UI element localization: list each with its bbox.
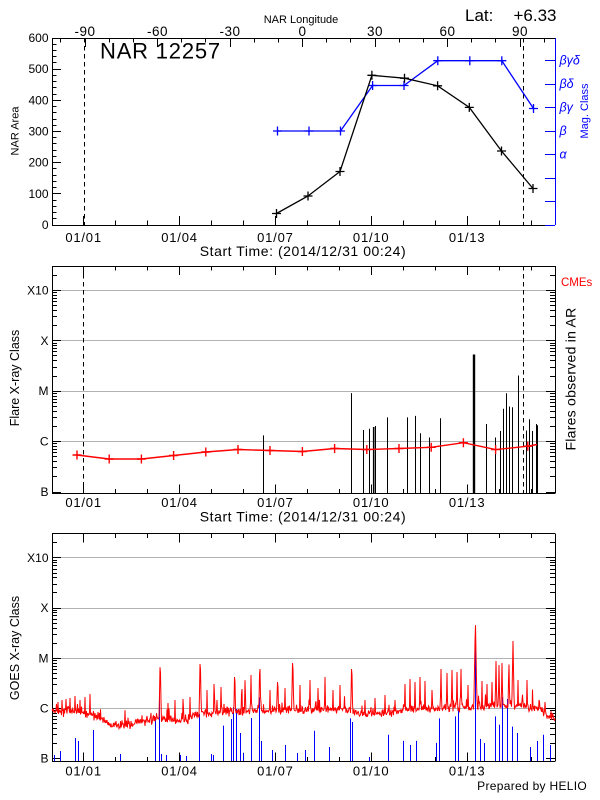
- svg-text:-90: -90: [74, 24, 95, 39]
- svg-text:01/07: 01/07: [257, 495, 294, 510]
- svg-text:01/07: 01/07: [257, 230, 294, 245]
- svg-text:βγδ: βγδ: [559, 54, 581, 68]
- svg-text:M: M: [39, 651, 49, 665]
- svg-text:60: 60: [439, 24, 455, 39]
- svg-text:β: β: [559, 124, 567, 138]
- svg-text:400: 400: [28, 93, 48, 107]
- svg-text:C: C: [40, 702, 49, 716]
- svg-text:NAR 12257: NAR 12257: [100, 39, 221, 64]
- svg-text:Start Time: (2014/12/31 00:24): Start Time: (2014/12/31 00:24): [200, 243, 406, 259]
- svg-text:300: 300: [28, 125, 48, 139]
- svg-text:Lat:: Lat:: [465, 6, 493, 25]
- svg-text:01/07: 01/07: [257, 764, 294, 779]
- svg-text:X: X: [40, 334, 48, 348]
- svg-text:01/13: 01/13: [449, 495, 486, 510]
- svg-text:0: 0: [42, 218, 49, 232]
- svg-text:01/13: 01/13: [449, 230, 486, 245]
- svg-text:NAR Longitude: NAR Longitude: [264, 14, 339, 26]
- svg-text:100: 100: [28, 187, 48, 201]
- svg-text:600: 600: [28, 31, 48, 45]
- svg-text:+6.33: +6.33: [513, 6, 556, 25]
- svg-text:01/10: 01/10: [353, 764, 390, 779]
- svg-text:Prepared by HELIO: Prepared by HELIO: [477, 779, 587, 793]
- svg-text:01/04: 01/04: [161, 230, 198, 245]
- svg-text:01/01: 01/01: [65, 495, 102, 510]
- svg-text:0: 0: [298, 24, 306, 39]
- svg-text:30: 30: [367, 24, 383, 39]
- svg-text:M: M: [39, 384, 49, 398]
- svg-text:-30: -30: [219, 24, 240, 39]
- svg-text:01/01: 01/01: [65, 764, 102, 779]
- svg-text:01/13: 01/13: [449, 764, 486, 779]
- svg-text:200: 200: [28, 156, 48, 170]
- svg-text:βγ: βγ: [559, 101, 574, 115]
- svg-text:X10: X10: [27, 551, 49, 565]
- svg-text:Flares observed in AR: Flares observed in AR: [563, 308, 579, 451]
- svg-text:Flare X-ray Class: Flare X-ray Class: [8, 330, 22, 427]
- svg-text:-60: -60: [147, 24, 168, 39]
- svg-text:NAR Area: NAR Area: [10, 106, 22, 156]
- svg-text:01/10: 01/10: [353, 495, 390, 510]
- svg-text:500: 500: [28, 62, 48, 76]
- svg-text:01/04: 01/04: [161, 495, 198, 510]
- svg-text:C: C: [40, 435, 49, 449]
- svg-text:α: α: [560, 148, 568, 162]
- svg-text:GOES X-ray Class: GOES X-ray Class: [8, 596, 22, 700]
- svg-text:Start Time: (2014/12/31 00:24): Start Time: (2014/12/31 00:24): [200, 509, 406, 525]
- svg-text:B: B: [40, 485, 48, 499]
- svg-text:CMEs: CMEs: [561, 277, 593, 289]
- svg-text:90: 90: [512, 24, 528, 39]
- svg-text:βδ: βδ: [559, 77, 575, 91]
- svg-text:X10: X10: [27, 283, 49, 297]
- svg-text:01/10: 01/10: [353, 230, 390, 245]
- svg-text:01/04: 01/04: [161, 764, 198, 779]
- svg-text:B: B: [40, 752, 48, 766]
- svg-text:Mag. Class: Mag. Class: [579, 83, 591, 139]
- svg-text:01/01: 01/01: [65, 230, 102, 245]
- svg-text:X: X: [40, 601, 48, 615]
